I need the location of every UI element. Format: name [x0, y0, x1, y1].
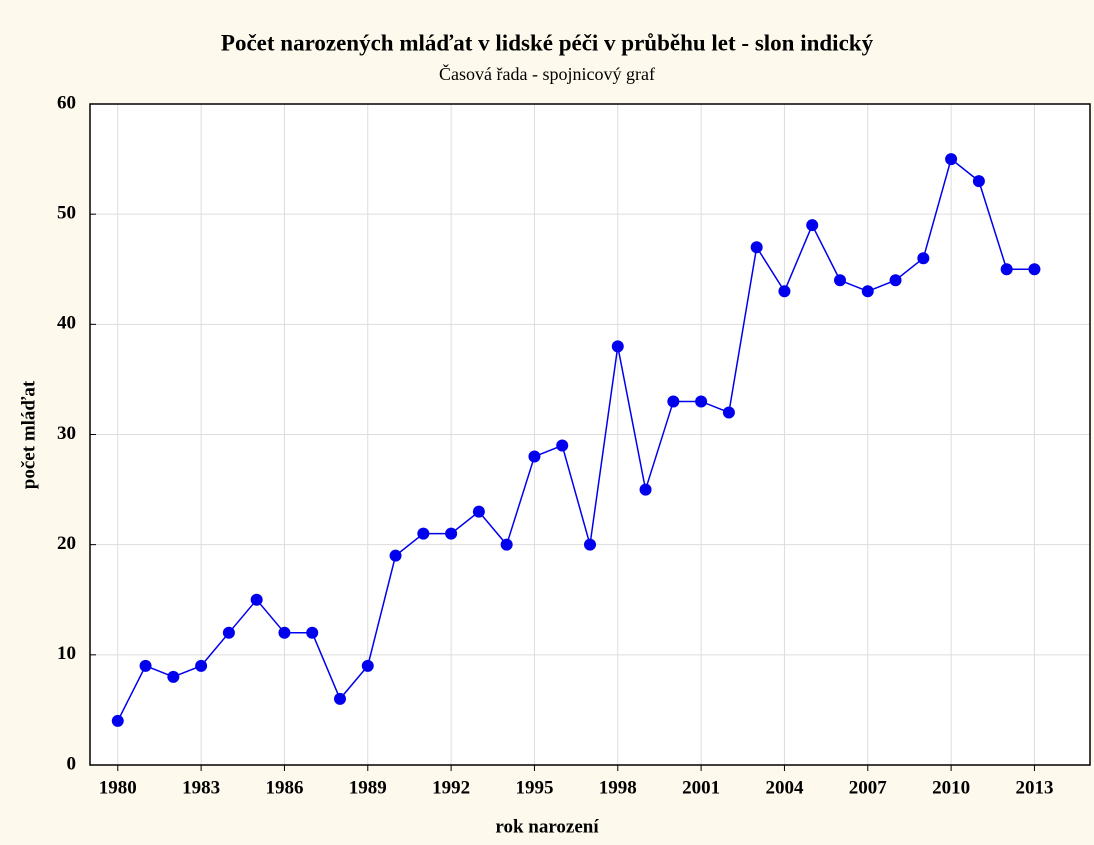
point — [861, 285, 874, 298]
plot-frame — [89, 103, 1091, 766]
y-tick-label: 40 — [57, 313, 76, 334]
y-tick-label: 20 — [57, 533, 76, 554]
point — [722, 406, 735, 419]
point — [639, 483, 652, 496]
x-tick-label: 2004 — [765, 777, 804, 798]
point — [167, 670, 180, 683]
point — [611, 340, 624, 353]
y-tick-label: 60 — [57, 92, 76, 113]
point — [556, 439, 569, 452]
point — [111, 714, 124, 727]
point — [917, 252, 930, 265]
point — [945, 153, 958, 166]
x-tick-label: 2001 — [682, 777, 720, 798]
x-tick-label: 1989 — [349, 777, 387, 798]
y-tick-label: 50 — [57, 203, 76, 224]
line — [117, 157, 1035, 722]
point — [195, 659, 208, 672]
x-tick-label: 2010 — [932, 777, 970, 798]
point — [528, 450, 541, 463]
point — [139, 659, 152, 672]
x-tick-label: 2007 — [849, 777, 888, 798]
point — [250, 593, 263, 606]
point — [361, 659, 374, 672]
x-tick-label: 1980 — [99, 777, 137, 798]
chart-title: Počet narozených mláďat v lidské péči v … — [221, 30, 874, 55]
point — [222, 626, 235, 639]
x-tick-label: 1986 — [265, 777, 303, 798]
point — [889, 274, 902, 287]
x-axis-label: rok narození — [495, 816, 599, 837]
chart-subtitle: Časová řada - spojnicový graf — [439, 63, 655, 84]
point — [445, 527, 458, 540]
point — [472, 505, 485, 518]
x-tick-label: 1992 — [432, 777, 470, 798]
x-tick-label: 1995 — [515, 777, 553, 798]
x-tick-label: 1998 — [599, 777, 637, 798]
point — [695, 395, 708, 408]
point — [834, 274, 846, 287]
point — [778, 285, 791, 298]
point — [417, 527, 430, 540]
point — [584, 538, 596, 551]
point — [1000, 263, 1013, 276]
y-tick-label: 0 — [67, 753, 77, 774]
y-tick-label: 30 — [57, 423, 76, 444]
point — [750, 241, 763, 254]
point — [1028, 263, 1041, 276]
x-tick-label: 2013 — [1015, 777, 1053, 798]
point — [500, 538, 513, 551]
point — [667, 395, 680, 408]
y-axis-label: počet mláďat — [18, 380, 39, 489]
point — [806, 219, 819, 232]
point — [972, 175, 985, 188]
point — [334, 692, 346, 705]
point — [278, 626, 291, 639]
x-tick-label: 1983 — [182, 777, 220, 798]
y-tick-label: 10 — [57, 643, 76, 664]
point — [389, 549, 402, 562]
point — [306, 626, 319, 639]
